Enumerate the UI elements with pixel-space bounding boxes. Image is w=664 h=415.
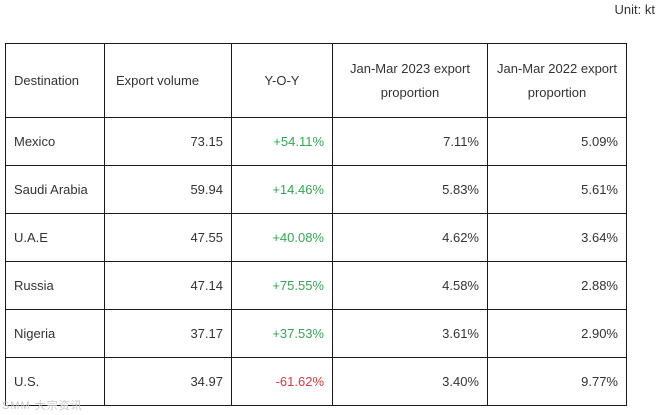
cell-2023-proportion: 3.61%: [332, 309, 488, 358]
cell-2022-proportion: 5.61%: [487, 165, 627, 214]
table-header-row: Destination Export volume Y-O-Y Jan-Mar …: [5, 43, 627, 118]
table-body: Mexico 73.15 +54.11% 7.11% 5.09% Saudi A…: [5, 117, 627, 406]
cell-export-volume: 47.55: [104, 213, 232, 262]
cell-export-volume: 47.14: [104, 261, 232, 310]
export-table: Destination Export volume Y-O-Y Jan-Mar …: [5, 43, 627, 406]
cell-2023-proportion: 4.62%: [332, 213, 488, 262]
cell-destination: U.S.: [5, 357, 105, 406]
cell-export-volume: 34.97: [104, 357, 232, 406]
cell-2022-proportion: 9.77%: [487, 357, 627, 406]
cell-2023-proportion: 3.40%: [332, 357, 488, 406]
cell-yoy: +14.46%: [231, 165, 333, 214]
table-row: Russia 47.14 +75.55% 4.58% 2.88%: [5, 261, 627, 310]
cell-2023-proportion: 5.83%: [332, 165, 488, 214]
cell-export-volume: 37.17: [104, 309, 232, 358]
cell-destination: Nigeria: [5, 309, 105, 358]
cell-yoy: +40.08%: [231, 213, 333, 262]
cell-2023-proportion: 4.58%: [332, 261, 488, 310]
cell-2022-proportion: 2.88%: [487, 261, 627, 310]
cell-export-volume: 73.15: [104, 117, 232, 166]
cell-export-volume: 59.94: [104, 165, 232, 214]
cell-destination: U.A.E: [5, 213, 105, 262]
table-row: Mexico 73.15 +54.11% 7.11% 5.09%: [5, 117, 627, 166]
unit-label: Unit: kt: [614, 2, 655, 17]
table-row: Saudi Arabia 59.94 +14.46% 5.83% 5.61%: [5, 165, 627, 214]
cell-yoy: +75.55%: [231, 261, 333, 310]
cell-yoy: -61.62%: [231, 357, 333, 406]
cell-destination: Saudi Arabia: [5, 165, 105, 214]
header-export-volume: Export volume: [104, 43, 232, 118]
cell-2023-proportion: 7.11%: [332, 117, 488, 166]
cell-yoy: +37.53%: [231, 309, 333, 358]
header-2023-proportion: Jan-Mar 2023 export proportion: [332, 43, 488, 118]
table-row: Nigeria 37.17 +37.53% 3.61% 2.90%: [5, 309, 627, 358]
header-2022-proportion: Jan-Mar 2022 export proportion: [487, 43, 627, 118]
cell-destination: Mexico: [5, 117, 105, 166]
table-row: U.A.E 47.55 +40.08% 4.62% 3.64%: [5, 213, 627, 262]
table-row: U.S. 34.97 -61.62% 3.40% 9.77%: [5, 357, 627, 406]
cell-2022-proportion: 2.90%: [487, 309, 627, 358]
header-yoy: Y-O-Y: [231, 43, 333, 118]
cell-destination: Russia: [5, 261, 105, 310]
cell-yoy: +54.11%: [231, 117, 333, 166]
cell-2022-proportion: 3.64%: [487, 213, 627, 262]
watermark-logo: SMM 大宗资讯: [2, 400, 83, 412]
header-destination: Destination: [5, 43, 105, 118]
cell-2022-proportion: 5.09%: [487, 117, 627, 166]
